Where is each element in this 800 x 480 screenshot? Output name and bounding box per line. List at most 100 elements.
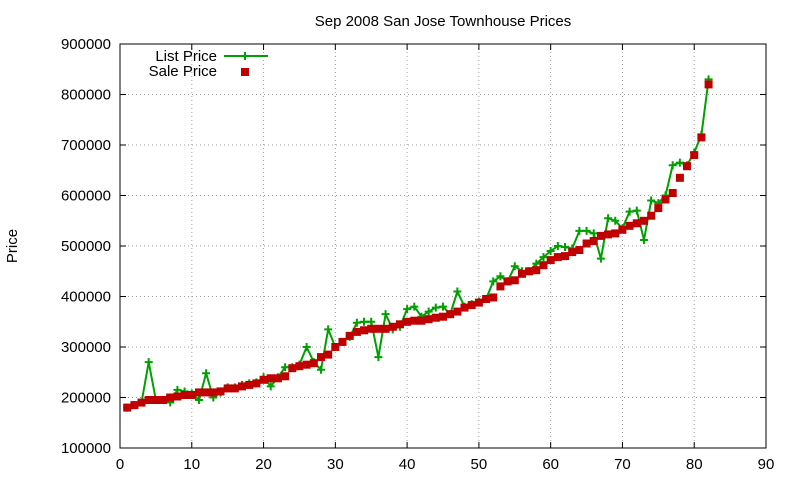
list-price-point bbox=[546, 247, 555, 256]
y-tick-label: 100000 bbox=[61, 440, 111, 457]
list-price-point bbox=[561, 243, 570, 252]
sale-price-point bbox=[324, 350, 333, 359]
list-price-point bbox=[596, 254, 605, 263]
sale-price-point bbox=[367, 324, 376, 333]
legend-marker-list-price bbox=[241, 52, 249, 60]
sale-price-point bbox=[259, 375, 268, 384]
list-price-point bbox=[431, 303, 440, 312]
list-price-line bbox=[126, 79, 710, 409]
sale-price-point bbox=[518, 269, 526, 278]
sale-price-point bbox=[223, 384, 232, 393]
y-tick-label: 400000 bbox=[61, 289, 111, 306]
list-price-point bbox=[647, 196, 656, 205]
sale-price-point bbox=[568, 248, 577, 257]
list-price-point bbox=[632, 206, 641, 215]
sale-price-point bbox=[281, 372, 290, 381]
sale-price-point bbox=[302, 360, 311, 369]
sale-price-point bbox=[424, 315, 433, 324]
data-layer bbox=[123, 75, 713, 412]
sale-price-point bbox=[410, 316, 419, 325]
sale-price-point bbox=[317, 353, 325, 362]
sale-price-point bbox=[123, 403, 132, 412]
list-price-point bbox=[582, 226, 591, 235]
sale-price-point bbox=[704, 80, 713, 89]
sale-price-point bbox=[245, 380, 254, 389]
sale-price-point bbox=[661, 195, 670, 204]
sale-price-point bbox=[388, 322, 397, 331]
sale-price-point bbox=[604, 230, 613, 239]
x-tick-label: 60 bbox=[542, 456, 559, 473]
sale-price-point bbox=[582, 239, 591, 248]
sale-price-point bbox=[180, 391, 189, 399]
sale-price-point bbox=[668, 189, 677, 197]
sale-price-point bbox=[467, 301, 476, 310]
sale-price-point bbox=[137, 398, 146, 407]
axis-ticks: 0 10 20 30 40 50 60 70 80 90 100000 200000 300000 400… bbox=[61, 36, 774, 473]
sale-price-point bbox=[345, 331, 354, 340]
list-price-point bbox=[381, 310, 390, 319]
list-price-point bbox=[625, 207, 634, 216]
list-price-point bbox=[324, 325, 333, 334]
list-price-point bbox=[144, 358, 153, 367]
y-tick-label: 600000 bbox=[61, 188, 111, 205]
sale-price-point bbox=[446, 310, 455, 319]
list-price-point bbox=[553, 242, 562, 250]
x-tick-label: 50 bbox=[471, 456, 488, 473]
list-price-point bbox=[604, 214, 613, 223]
sale-price-point bbox=[546, 256, 555, 265]
sale-price-point bbox=[202, 388, 211, 397]
y-tick-label: 800000 bbox=[61, 87, 111, 104]
sale-price-point bbox=[331, 343, 340, 351]
x-tick-label: 90 bbox=[758, 456, 775, 473]
sale-price-point bbox=[625, 221, 634, 230]
sale-price-point bbox=[690, 151, 699, 160]
sale-price-point bbox=[338, 337, 347, 346]
list-price-point bbox=[539, 253, 548, 262]
legend-label-list-price: List Price bbox=[155, 48, 217, 65]
list-price-point bbox=[367, 317, 376, 326]
list-price-point bbox=[453, 287, 462, 296]
sale-price-point bbox=[395, 320, 404, 329]
x-tick-label: 10 bbox=[183, 456, 200, 473]
sale-price-point bbox=[532, 266, 541, 275]
sale-price-point bbox=[195, 388, 203, 397]
sale-price-point bbox=[611, 229, 620, 238]
sale-price-point bbox=[489, 293, 498, 302]
list-price-point bbox=[510, 262, 519, 271]
sale-price-point bbox=[295, 362, 304, 371]
list-price-point bbox=[575, 226, 584, 235]
sale-price-point bbox=[230, 384, 239, 393]
y-tick-label: 900000 bbox=[61, 36, 111, 53]
sale-price-point bbox=[252, 379, 261, 388]
y-tick-label: 200000 bbox=[61, 390, 111, 407]
legend-label-sale-price: Sale Price bbox=[149, 63, 217, 80]
sale-price-point bbox=[503, 277, 512, 286]
list-price-point bbox=[424, 307, 433, 316]
list-price-point bbox=[281, 363, 290, 372]
list-price-point bbox=[439, 302, 447, 311]
sale-price-point bbox=[431, 313, 440, 322]
sale-price-point bbox=[453, 307, 462, 316]
list-price-point bbox=[496, 272, 505, 281]
y-tick-label: 500000 bbox=[61, 238, 111, 255]
x-tick-label: 80 bbox=[686, 456, 703, 473]
sale-price-point bbox=[460, 303, 469, 312]
sale-price-point bbox=[159, 396, 168, 404]
sale-price-point bbox=[417, 316, 426, 325]
list-price-point bbox=[611, 216, 620, 225]
list-price-point bbox=[639, 235, 648, 244]
x-tick-label: 20 bbox=[255, 456, 272, 473]
chart-title: Sep 2008 San Jose Townhouse Prices bbox=[315, 13, 572, 30]
list-price-point bbox=[489, 277, 498, 286]
sale-price-point bbox=[496, 282, 505, 291]
sale-price-point bbox=[575, 246, 584, 254]
list-price-point bbox=[675, 158, 684, 167]
x-tick-label: 0 bbox=[116, 456, 124, 473]
sale-price-point bbox=[647, 211, 656, 220]
sale-price-point bbox=[166, 393, 175, 402]
sale-price-point bbox=[553, 253, 562, 262]
sale-price-point bbox=[482, 295, 491, 303]
sale-price-point bbox=[151, 396, 160, 404]
sale-price-point bbox=[474, 298, 483, 307]
sale-price-point bbox=[266, 374, 275, 383]
